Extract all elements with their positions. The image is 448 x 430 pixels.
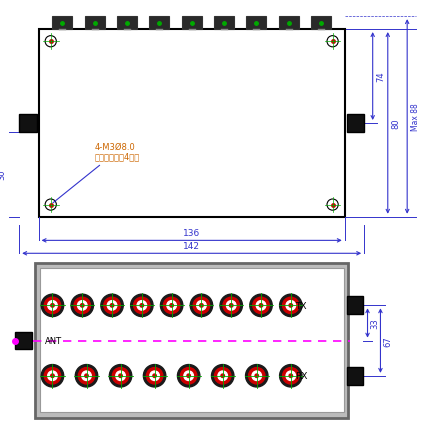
Bar (35, 263, 348, 418)
Bar (19, 115, 37, 132)
Circle shape (170, 304, 173, 307)
FancyBboxPatch shape (52, 17, 72, 30)
Text: 80: 80 (391, 118, 400, 129)
Circle shape (280, 365, 302, 387)
Circle shape (48, 371, 57, 381)
Circle shape (197, 301, 206, 310)
Circle shape (153, 374, 156, 378)
Circle shape (140, 304, 143, 307)
Circle shape (252, 371, 262, 381)
Circle shape (255, 374, 258, 378)
Text: 74: 74 (376, 71, 385, 82)
Circle shape (246, 365, 268, 387)
Circle shape (177, 365, 200, 387)
Circle shape (200, 304, 203, 307)
FancyBboxPatch shape (279, 17, 298, 30)
Circle shape (250, 295, 272, 317)
Circle shape (110, 304, 114, 307)
FancyBboxPatch shape (182, 17, 202, 30)
Circle shape (150, 371, 159, 381)
Text: ANT: ANT (45, 336, 62, 345)
Text: 4-M3Ø8.0
（背面有相同4个）: 4-M3Ø8.0 （背面有相同4个） (53, 142, 140, 203)
Circle shape (81, 304, 84, 307)
Circle shape (146, 368, 163, 384)
Text: Max 88: Max 88 (411, 103, 420, 131)
Circle shape (119, 374, 122, 378)
Bar (15, 332, 32, 349)
Circle shape (193, 298, 210, 314)
Circle shape (78, 301, 87, 310)
Bar (347, 367, 363, 385)
Circle shape (44, 368, 60, 384)
Bar (39, 268, 344, 412)
Circle shape (116, 371, 125, 381)
Circle shape (101, 295, 123, 317)
Circle shape (184, 371, 194, 381)
Text: TX: TX (295, 301, 306, 310)
Circle shape (229, 304, 233, 307)
Circle shape (82, 371, 91, 381)
Circle shape (51, 304, 54, 307)
FancyBboxPatch shape (311, 17, 331, 30)
Circle shape (221, 374, 224, 378)
Circle shape (259, 304, 263, 307)
Circle shape (249, 368, 265, 384)
Circle shape (78, 368, 95, 384)
Circle shape (218, 371, 228, 381)
Circle shape (104, 298, 120, 314)
Text: 142: 142 (183, 241, 200, 250)
Circle shape (160, 295, 183, 317)
Circle shape (227, 301, 236, 310)
Circle shape (41, 365, 64, 387)
Circle shape (137, 301, 146, 310)
Circle shape (167, 301, 177, 310)
Circle shape (109, 365, 132, 387)
Circle shape (85, 374, 88, 378)
Circle shape (143, 365, 166, 387)
Circle shape (289, 374, 293, 378)
Circle shape (211, 365, 234, 387)
Bar (347, 115, 364, 132)
FancyBboxPatch shape (117, 17, 137, 30)
Circle shape (190, 295, 213, 317)
Circle shape (280, 295, 302, 317)
Circle shape (71, 295, 94, 317)
Circle shape (48, 301, 57, 310)
Circle shape (215, 368, 231, 384)
FancyBboxPatch shape (85, 17, 105, 30)
Circle shape (289, 304, 293, 307)
Circle shape (134, 298, 150, 314)
FancyBboxPatch shape (214, 17, 234, 30)
Text: 136: 136 (183, 228, 200, 237)
Circle shape (187, 374, 190, 378)
Circle shape (286, 371, 296, 381)
Text: 30: 30 (0, 169, 7, 180)
Circle shape (223, 298, 239, 314)
Circle shape (256, 301, 266, 310)
Circle shape (181, 368, 197, 384)
Circle shape (253, 298, 269, 314)
Bar (39, 30, 345, 217)
Circle shape (164, 298, 180, 314)
FancyBboxPatch shape (150, 17, 169, 30)
Bar (347, 297, 363, 315)
Circle shape (44, 298, 60, 314)
Circle shape (112, 368, 129, 384)
Circle shape (283, 298, 299, 314)
Circle shape (108, 301, 117, 310)
Circle shape (51, 374, 54, 378)
Circle shape (75, 365, 98, 387)
Text: 33: 33 (370, 318, 379, 329)
Circle shape (283, 368, 299, 384)
Circle shape (74, 298, 90, 314)
Circle shape (286, 301, 296, 310)
Circle shape (220, 295, 242, 317)
Text: RX: RX (295, 372, 307, 381)
FancyBboxPatch shape (246, 17, 266, 30)
Circle shape (131, 295, 153, 317)
Text: 67: 67 (383, 335, 392, 346)
Circle shape (41, 295, 64, 317)
